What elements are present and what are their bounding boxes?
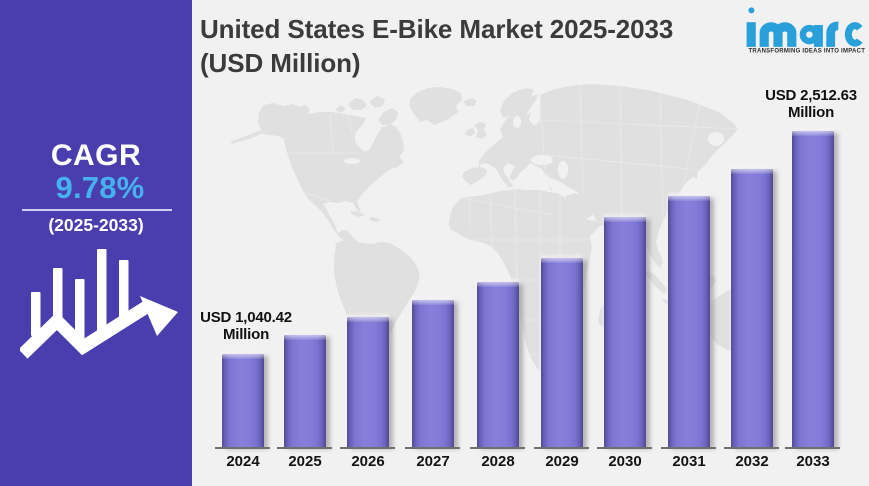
svg-text:TRANSFORMING IDEAS INTO IMPACT: TRANSFORMING IDEAS INTO IMPACT — [749, 49, 866, 55]
